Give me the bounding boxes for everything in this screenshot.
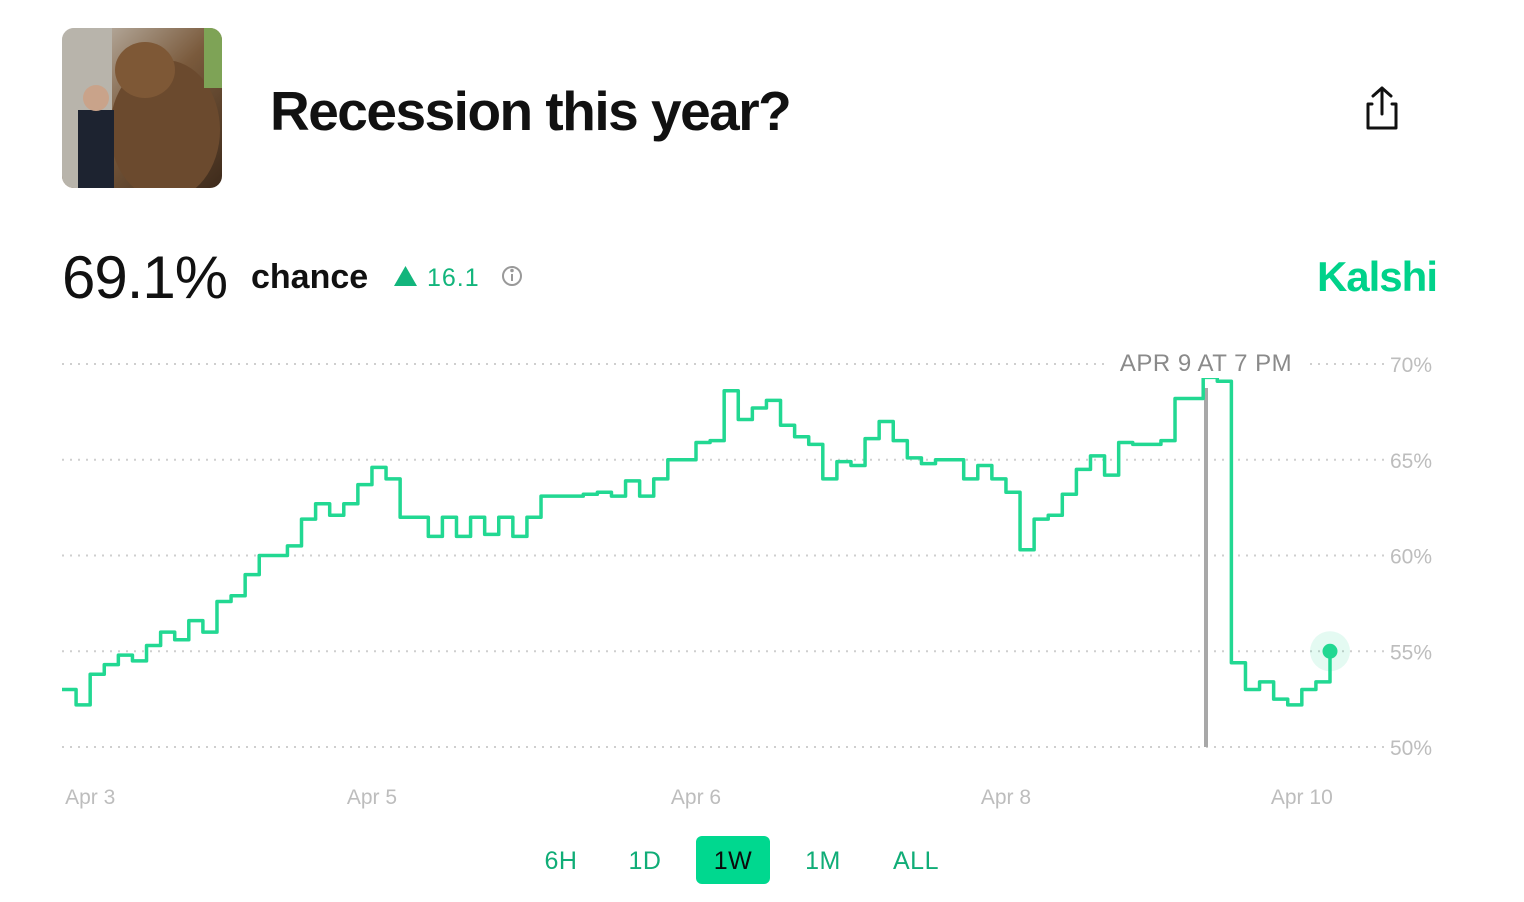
share-icon-arrow <box>1371 86 1393 116</box>
x-tick-label: Apr 3 <box>65 786 115 809</box>
change-value: 16.1 <box>427 264 480 292</box>
range-button[interactable]: 6H <box>545 847 578 875</box>
annotation-bg <box>1108 346 1304 378</box>
x-tick-label: Apr 8 <box>981 786 1031 809</box>
x-tick-label: Apr 10 <box>1271 786 1333 809</box>
y-tick-label: 60% <box>1390 546 1432 569</box>
range-button[interactable]: 1W <box>696 836 770 884</box>
share-icon-box <box>1366 102 1398 130</box>
range-label: 1M <box>805 847 841 875</box>
info-dot <box>510 268 514 273</box>
y-tick-label: 70% <box>1390 354 1432 377</box>
x-tick-label: Apr 5 <box>347 786 397 809</box>
x-tick-label: Apr 6 <box>671 786 721 809</box>
range-selected-bg <box>696 836 770 884</box>
range-label: 6H <box>545 847 578 875</box>
y-tick-label: 50% <box>1390 737 1432 760</box>
info-icon[interactable] <box>502 266 522 286</box>
market-image <box>62 28 222 188</box>
range-label: 1W <box>714 847 753 875</box>
range-button[interactable]: 1D <box>629 847 662 875</box>
range-label: 1D <box>629 847 662 875</box>
grid: 50% 55% 60% 65% 70% Apr 3 Apr 5 Apr 6 Apr 8 Apr 1… <box>62 354 1432 809</box>
range-button[interactable]: 1M <box>805 847 841 875</box>
source-brand: Kalshi <box>1317 253 1437 300</box>
market-title: Recession this year? <box>270 80 790 142</box>
range-label: ALL <box>893 847 939 875</box>
range-selector: 6H 1D 1W 1M ALL <box>545 836 939 884</box>
hover-annotation: APR 9 AT 7 PM <box>1120 350 1292 377</box>
plot <box>62 375 1350 707</box>
probability: 69.1% <box>62 244 227 311</box>
share-button[interactable] <box>1366 86 1398 130</box>
change-arrow <box>394 266 417 286</box>
probability-label: chance <box>251 258 368 296</box>
range-button[interactable]: ALL <box>893 847 939 875</box>
info-circle <box>502 266 522 286</box>
y-tick-label: 65% <box>1390 450 1432 473</box>
price-line <box>62 375 1332 707</box>
current-point <box>1322 643 1338 659</box>
y-tick-label: 55% <box>1390 641 1432 664</box>
